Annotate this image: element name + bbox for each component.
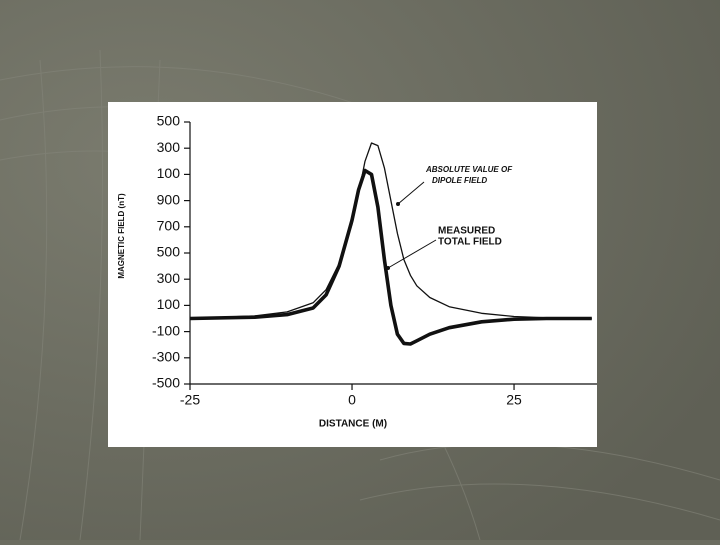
x-tick-label: -25	[180, 392, 200, 408]
x-tick-label: 25	[506, 392, 522, 408]
y-tick-label: 300	[157, 270, 181, 286]
y-tick-label: 100	[157, 296, 181, 312]
y-tick-label: -500	[152, 375, 180, 391]
y-tick-label: 700	[157, 218, 181, 234]
y-axis-label: MAGNETIC FIELD (nT)	[117, 193, 126, 279]
annotation: ABSOLUTE VALUE OF	[425, 165, 513, 174]
y-tick-label: -100	[152, 322, 180, 338]
y-tick-label: -300	[152, 349, 180, 365]
annotation-arrow-head	[386, 266, 390, 270]
x-axis-label: DISTANCE (M)	[319, 419, 387, 430]
y-tick-label: 500	[157, 244, 181, 260]
annotation: TOTAL FIELD	[438, 237, 502, 248]
annotation: MEASURED	[438, 226, 495, 237]
series-line	[189, 142, 592, 320]
x-tick-label: 0	[348, 392, 356, 408]
annotation-arrow	[387, 239, 437, 269]
annotation-arrow-head	[396, 202, 400, 206]
plot: 500 300 100 900 700 500 300 100 -100 -300 -500-25 0…	[117, 113, 597, 430]
y-tick-label: 500	[157, 113, 181, 129]
series-line	[189, 168, 592, 346]
y-tick-label: 300	[157, 139, 181, 155]
y-tick-label: 100	[157, 165, 181, 181]
y-tick-label: 900	[157, 191, 181, 207]
annotation: DIPOLE FIELD	[432, 176, 487, 185]
annotation-arrow	[397, 181, 425, 205]
